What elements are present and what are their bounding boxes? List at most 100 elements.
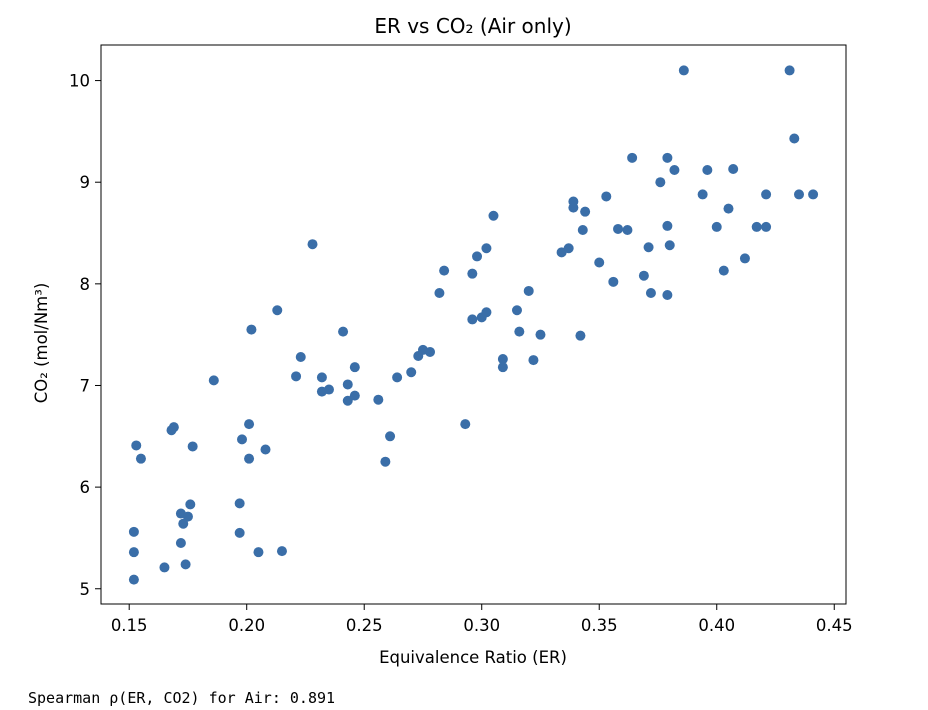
data-point <box>728 163 739 174</box>
data-point <box>467 268 478 279</box>
data-point <box>175 538 186 549</box>
data-point <box>793 189 804 200</box>
data-point <box>291 371 302 382</box>
data-point <box>723 203 734 214</box>
x-tick-label: 0.20 <box>228 616 265 635</box>
x-tick-label: 0.30 <box>463 616 500 635</box>
data-point <box>178 518 189 529</box>
data-point <box>622 224 633 235</box>
data-point <box>349 362 360 373</box>
data-point <box>128 526 139 537</box>
y-tick-label: 9 <box>80 173 91 192</box>
data-point <box>784 65 795 76</box>
data-point <box>260 444 271 455</box>
data-point <box>568 202 579 213</box>
x-tick-label: 0.45 <box>816 616 853 635</box>
x-tick-label: 0.25 <box>346 616 383 635</box>
data-point <box>187 441 198 452</box>
y-tick-label: 7 <box>80 376 91 395</box>
data-point <box>467 314 478 325</box>
data-point <box>638 270 649 281</box>
data-point <box>472 251 483 262</box>
data-point <box>439 265 450 276</box>
data-point <box>460 419 471 430</box>
data-point <box>373 394 384 405</box>
data-point <box>718 265 729 276</box>
data-point <box>272 305 283 316</box>
data-point <box>338 326 349 337</box>
data-point <box>237 434 248 445</box>
data-point <box>159 562 170 573</box>
x-tick-label: 0.15 <box>111 616 148 635</box>
data-point <box>128 574 139 585</box>
data-point <box>514 326 525 337</box>
data-point <box>323 384 334 395</box>
x-axis-ticks: 0.15 0.20 0.25 0.30 0.35 0.40 0.45 <box>111 604 853 635</box>
data-point <box>523 285 534 296</box>
x-tick-label: 0.35 <box>581 616 618 635</box>
y-tick-label: 8 <box>80 275 91 294</box>
data-point <box>751 221 762 232</box>
data-point <box>406 367 417 378</box>
data-point <box>185 499 196 510</box>
y-tick-label: 5 <box>80 580 91 599</box>
data-point <box>434 287 445 298</box>
data-point <box>497 354 508 365</box>
data-point <box>392 372 403 383</box>
data-point <box>234 498 245 509</box>
points-layer <box>128 65 819 585</box>
data-point <box>563 243 574 254</box>
data-point <box>307 239 318 250</box>
data-point <box>425 346 436 357</box>
data-point <box>349 390 360 401</box>
x-axis-label: Equivalence Ratio (ER) <box>379 648 567 667</box>
data-point <box>577 224 588 235</box>
data-point <box>316 372 327 383</box>
scatter-chart: ER vs CO₂ (Air only) 0.15 0.20 0.25 0.30 0.3… <box>32 14 853 667</box>
data-point <box>481 243 492 254</box>
x-tick-label: 0.40 <box>698 616 735 635</box>
data-point <box>295 352 306 363</box>
data-point <box>669 165 680 176</box>
data-point <box>662 220 673 231</box>
data-point <box>380 456 391 467</box>
y-axis-label: CO₂ (mol/Nm³) <box>32 283 51 404</box>
data-point <box>643 242 654 253</box>
data-point <box>497 362 508 373</box>
data-point <box>662 290 673 301</box>
data-point <box>655 177 666 188</box>
data-point <box>761 221 772 232</box>
data-point <box>608 276 619 287</box>
data-point <box>580 206 591 217</box>
data-point <box>180 559 191 570</box>
data-point <box>808 189 819 200</box>
data-point <box>528 355 539 366</box>
data-point <box>511 305 522 316</box>
data-point <box>234 527 245 538</box>
data-point <box>246 324 257 335</box>
data-point <box>601 191 612 202</box>
data-point <box>244 453 255 464</box>
data-point <box>711 221 722 232</box>
plot-frame <box>100 44 847 605</box>
data-point <box>662 152 673 163</box>
data-point <box>697 189 708 200</box>
data-point <box>253 547 264 558</box>
data-point <box>575 330 586 341</box>
data-point <box>385 431 396 442</box>
data-point <box>535 329 546 340</box>
data-point <box>131 440 142 451</box>
data-point <box>276 546 287 557</box>
data-point <box>182 511 193 522</box>
data-point <box>761 189 772 200</box>
chart-title: ER vs CO₂ (Air only) <box>374 14 571 38</box>
data-point <box>664 240 675 251</box>
data-point <box>342 379 353 390</box>
data-point <box>481 307 492 318</box>
data-point <box>789 133 800 144</box>
data-point <box>488 210 499 221</box>
data-point <box>135 453 146 464</box>
data-point <box>678 65 689 76</box>
y-tick-label: 6 <box>80 478 91 497</box>
data-point <box>645 287 656 298</box>
